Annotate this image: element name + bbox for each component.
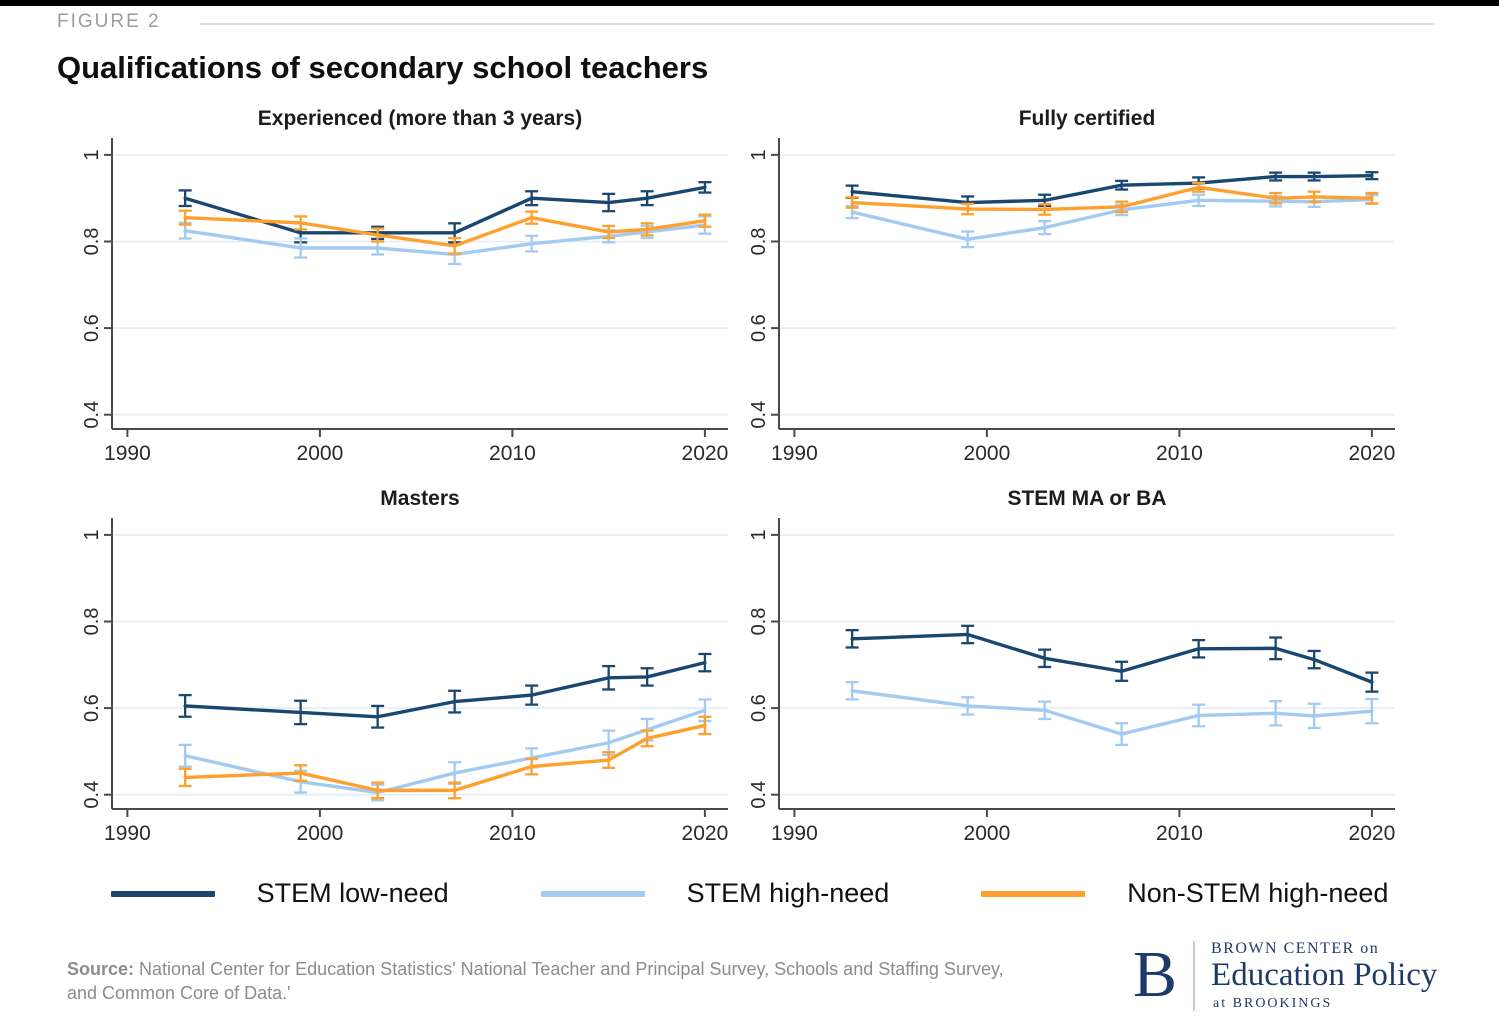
source-label: Source: [67,959,135,979]
logo-text: BROWN CENTER on Education Policy at BROO… [1211,940,1437,1012]
top-accent-bar [0,0,1499,6]
chart-masters: 0.4 0.6 0.8 1 1990 2000 2010 2020 [81,518,729,845]
svg-text:1: 1 [81,149,103,160]
chart-panel-masters: Masters 0.4 0.6 0.8 1 1990 2000 2010 2020 [58,483,738,850]
svg-text:1: 1 [748,529,770,540]
svg-text:0.6: 0.6 [81,694,103,722]
brookings-logo: B BROWN CENTER on Education Policy at BR… [1133,940,1437,1012]
page-title: Qualifications of secondary school teach… [57,50,709,85]
svg-text:0.8: 0.8 [81,608,103,636]
svg-text:2000: 2000 [297,822,344,845]
legend-item-stem-low-need: STEM low-need [110,878,449,909]
svg-text:2020: 2020 [1349,442,1396,465]
chart-title-fully-certified: Fully certified [1018,107,1156,130]
svg-text:2020: 2020 [682,442,729,465]
logo-initial: B [1133,938,1178,1012]
svg-text:0.4: 0.4 [81,781,103,809]
svg-text:0.4: 0.4 [81,401,103,429]
chart-fully-certified: 0.4 0.6 0.8 1 1990 2000 2010 2020 [748,138,1396,465]
logo-divider [1193,940,1196,1011]
legend-swatch-stem-high-need [540,890,645,897]
source-text: National Center for Education Statistics… [67,959,1004,1004]
svg-text:1: 1 [748,149,770,160]
svg-text:0.4: 0.4 [748,401,770,429]
chart-experienced: 0.4 0.6 0.8 1 1990 2000 2010 2020 [81,138,729,465]
svg-text:2010: 2010 [489,442,536,465]
svg-text:1: 1 [81,529,103,540]
svg-text:1990: 1990 [104,442,151,465]
svg-text:0.6: 0.6 [81,314,103,342]
svg-text:1990: 1990 [771,442,818,465]
svg-text:0.8: 0.8 [748,228,770,256]
legend-label-stem-low-need: STEM low-need [256,878,449,908]
chart-panel-stem-ma-ba: STEM MA or BA 0.4 0.6 0.8 1 1990 2000 2010 2020 [725,483,1405,850]
figure-label: FIGURE 2 [57,11,161,32]
svg-text:2010: 2010 [489,822,536,845]
legend-label-non-stem-high-need: Non-STEM high-need [1127,878,1389,908]
legend-item-non-stem-high-need: Non-STEM high-need [981,878,1388,909]
legend-swatch-stem-low-need [110,890,215,897]
svg-text:2000: 2000 [964,442,1011,465]
header-rule [200,23,1434,25]
legend-swatch-non-stem-high-need [981,890,1086,897]
chart-title-experienced: Experienced (more than 3 years) [257,107,583,130]
logo-line-brown-center: BROWN CENTER on [1211,940,1380,957]
chart-legend: STEM low-need STEM high-need Non-STEM hi… [0,878,1499,909]
logo-brookings: BROOKINGS [1232,995,1333,1011]
chart-title-masters: Masters [380,487,460,510]
logo-at: at [1213,995,1228,1011]
svg-text:2000: 2000 [964,822,1011,845]
logo-line-education-policy: Education Policy [1211,957,1438,993]
svg-text:1990: 1990 [771,822,818,845]
svg-text:0.8: 0.8 [81,228,103,256]
chart-stem-ma-ba: 0.4 0.6 0.8 1 1990 2000 2010 2020 [748,518,1396,845]
source-note: Source: National Center for Education St… [67,957,1007,1006]
chart-panel-fully-certified: Fully certified 0.4 0.6 0.8 1 1990 2000 2010 20… [725,103,1405,470]
svg-text:2020: 2020 [1349,822,1396,845]
svg-text:2000: 2000 [297,442,344,465]
svg-text:1990: 1990 [104,822,151,845]
legend-label-stem-high-need: STEM high-need [686,878,890,908]
chart-panel-experienced: Experienced (more than 3 years) 0.4 0.6 0.… [58,103,738,470]
svg-text:0.8: 0.8 [748,608,770,636]
svg-text:2020: 2020 [682,822,729,845]
logo-line-at-brookings: at BROOKINGS [1211,996,1437,1012]
svg-text:0.6: 0.6 [748,314,770,342]
svg-text:0.6: 0.6 [748,694,770,722]
svg-text:2010: 2010 [1156,442,1203,465]
legend-item-stem-high-need: STEM high-need [540,878,890,909]
svg-text:0.4: 0.4 [748,781,770,809]
svg-text:2010: 2010 [1156,822,1203,845]
chart-title-stem-ma-ba: STEM MA or BA [1007,487,1167,510]
